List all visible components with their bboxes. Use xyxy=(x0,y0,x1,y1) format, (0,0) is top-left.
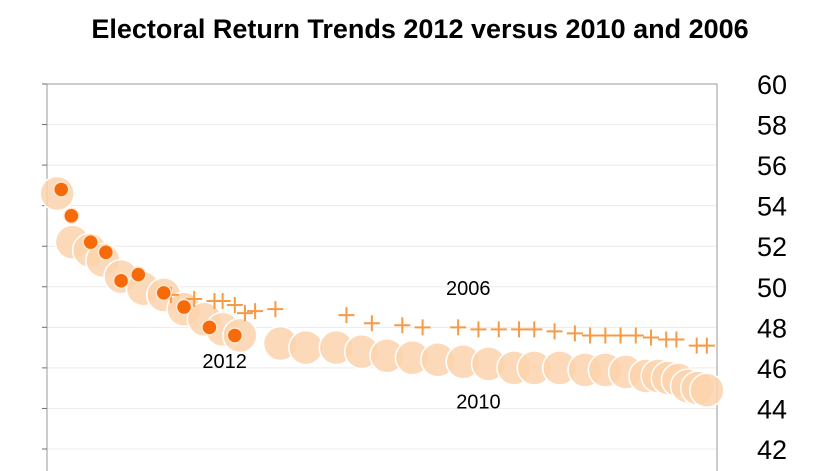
point-2010 xyxy=(288,329,324,366)
y-tick-label: 44 xyxy=(757,394,787,424)
point-2006 xyxy=(643,329,660,346)
y-tick-labels: 42 44 46 48 50 52 54 56 58 60 xyxy=(757,70,787,465)
point-2006 xyxy=(698,337,715,354)
point-2006 xyxy=(597,327,614,344)
point-2006 xyxy=(236,305,253,322)
point-2006 xyxy=(526,321,543,338)
point-2006 xyxy=(414,319,431,336)
point-2006 xyxy=(627,327,644,344)
point-2006 xyxy=(338,307,355,324)
plot-area-border xyxy=(46,83,718,471)
y-tick-label: 48 xyxy=(757,313,787,343)
y-tick-label: 50 xyxy=(757,273,787,303)
point-2010 xyxy=(689,372,725,408)
y-tick-label: 54 xyxy=(757,192,787,222)
point-2012 xyxy=(155,284,172,302)
chart-title: Electoral Return Trends 2012 versus 2010… xyxy=(91,14,749,44)
left-axis-ticks xyxy=(42,83,47,450)
point-2012 xyxy=(226,327,244,344)
point-2006 xyxy=(546,323,563,340)
point-2012 xyxy=(82,233,99,251)
point-2006 xyxy=(511,321,528,338)
annotations: 2006 2012 2010 xyxy=(202,278,500,414)
y-tick-label: 42 xyxy=(757,435,787,465)
point-2012 xyxy=(130,266,147,283)
point-2006 xyxy=(267,301,284,318)
point-2006 xyxy=(226,297,243,314)
series-2006 xyxy=(162,286,715,354)
point-2006 xyxy=(668,331,685,348)
point-2006 xyxy=(186,290,203,307)
point-2012 xyxy=(175,298,193,316)
y-tick-label: 52 xyxy=(757,232,787,262)
point-2012 xyxy=(52,181,70,198)
grid-lines xyxy=(47,83,717,450)
point-2006 xyxy=(612,327,629,344)
point-2006 xyxy=(470,321,487,338)
point-2012 xyxy=(63,207,80,225)
point-2012 xyxy=(112,272,130,289)
point-2012 xyxy=(97,244,115,261)
point-2006 xyxy=(490,321,507,338)
y-tick-label: 46 xyxy=(757,354,787,384)
annotation-2006: 2006 xyxy=(446,278,491,300)
annotation-2012: 2012 xyxy=(202,351,247,373)
y-tick-label: 60 xyxy=(757,70,787,100)
y-tick-label: 56 xyxy=(757,151,787,181)
point-2012 xyxy=(201,319,218,336)
point-2006 xyxy=(582,327,599,344)
point-2006 xyxy=(450,319,467,336)
point-2006 xyxy=(363,315,380,332)
y-tick-label: 58 xyxy=(757,111,787,141)
series-2012 xyxy=(52,181,244,344)
series-2010 xyxy=(39,175,725,408)
annotation-2010: 2010 xyxy=(456,391,501,413)
point-2006 xyxy=(247,303,264,320)
point-2006 xyxy=(214,292,231,309)
point-2006 xyxy=(566,325,583,342)
point-2006 xyxy=(394,317,411,334)
